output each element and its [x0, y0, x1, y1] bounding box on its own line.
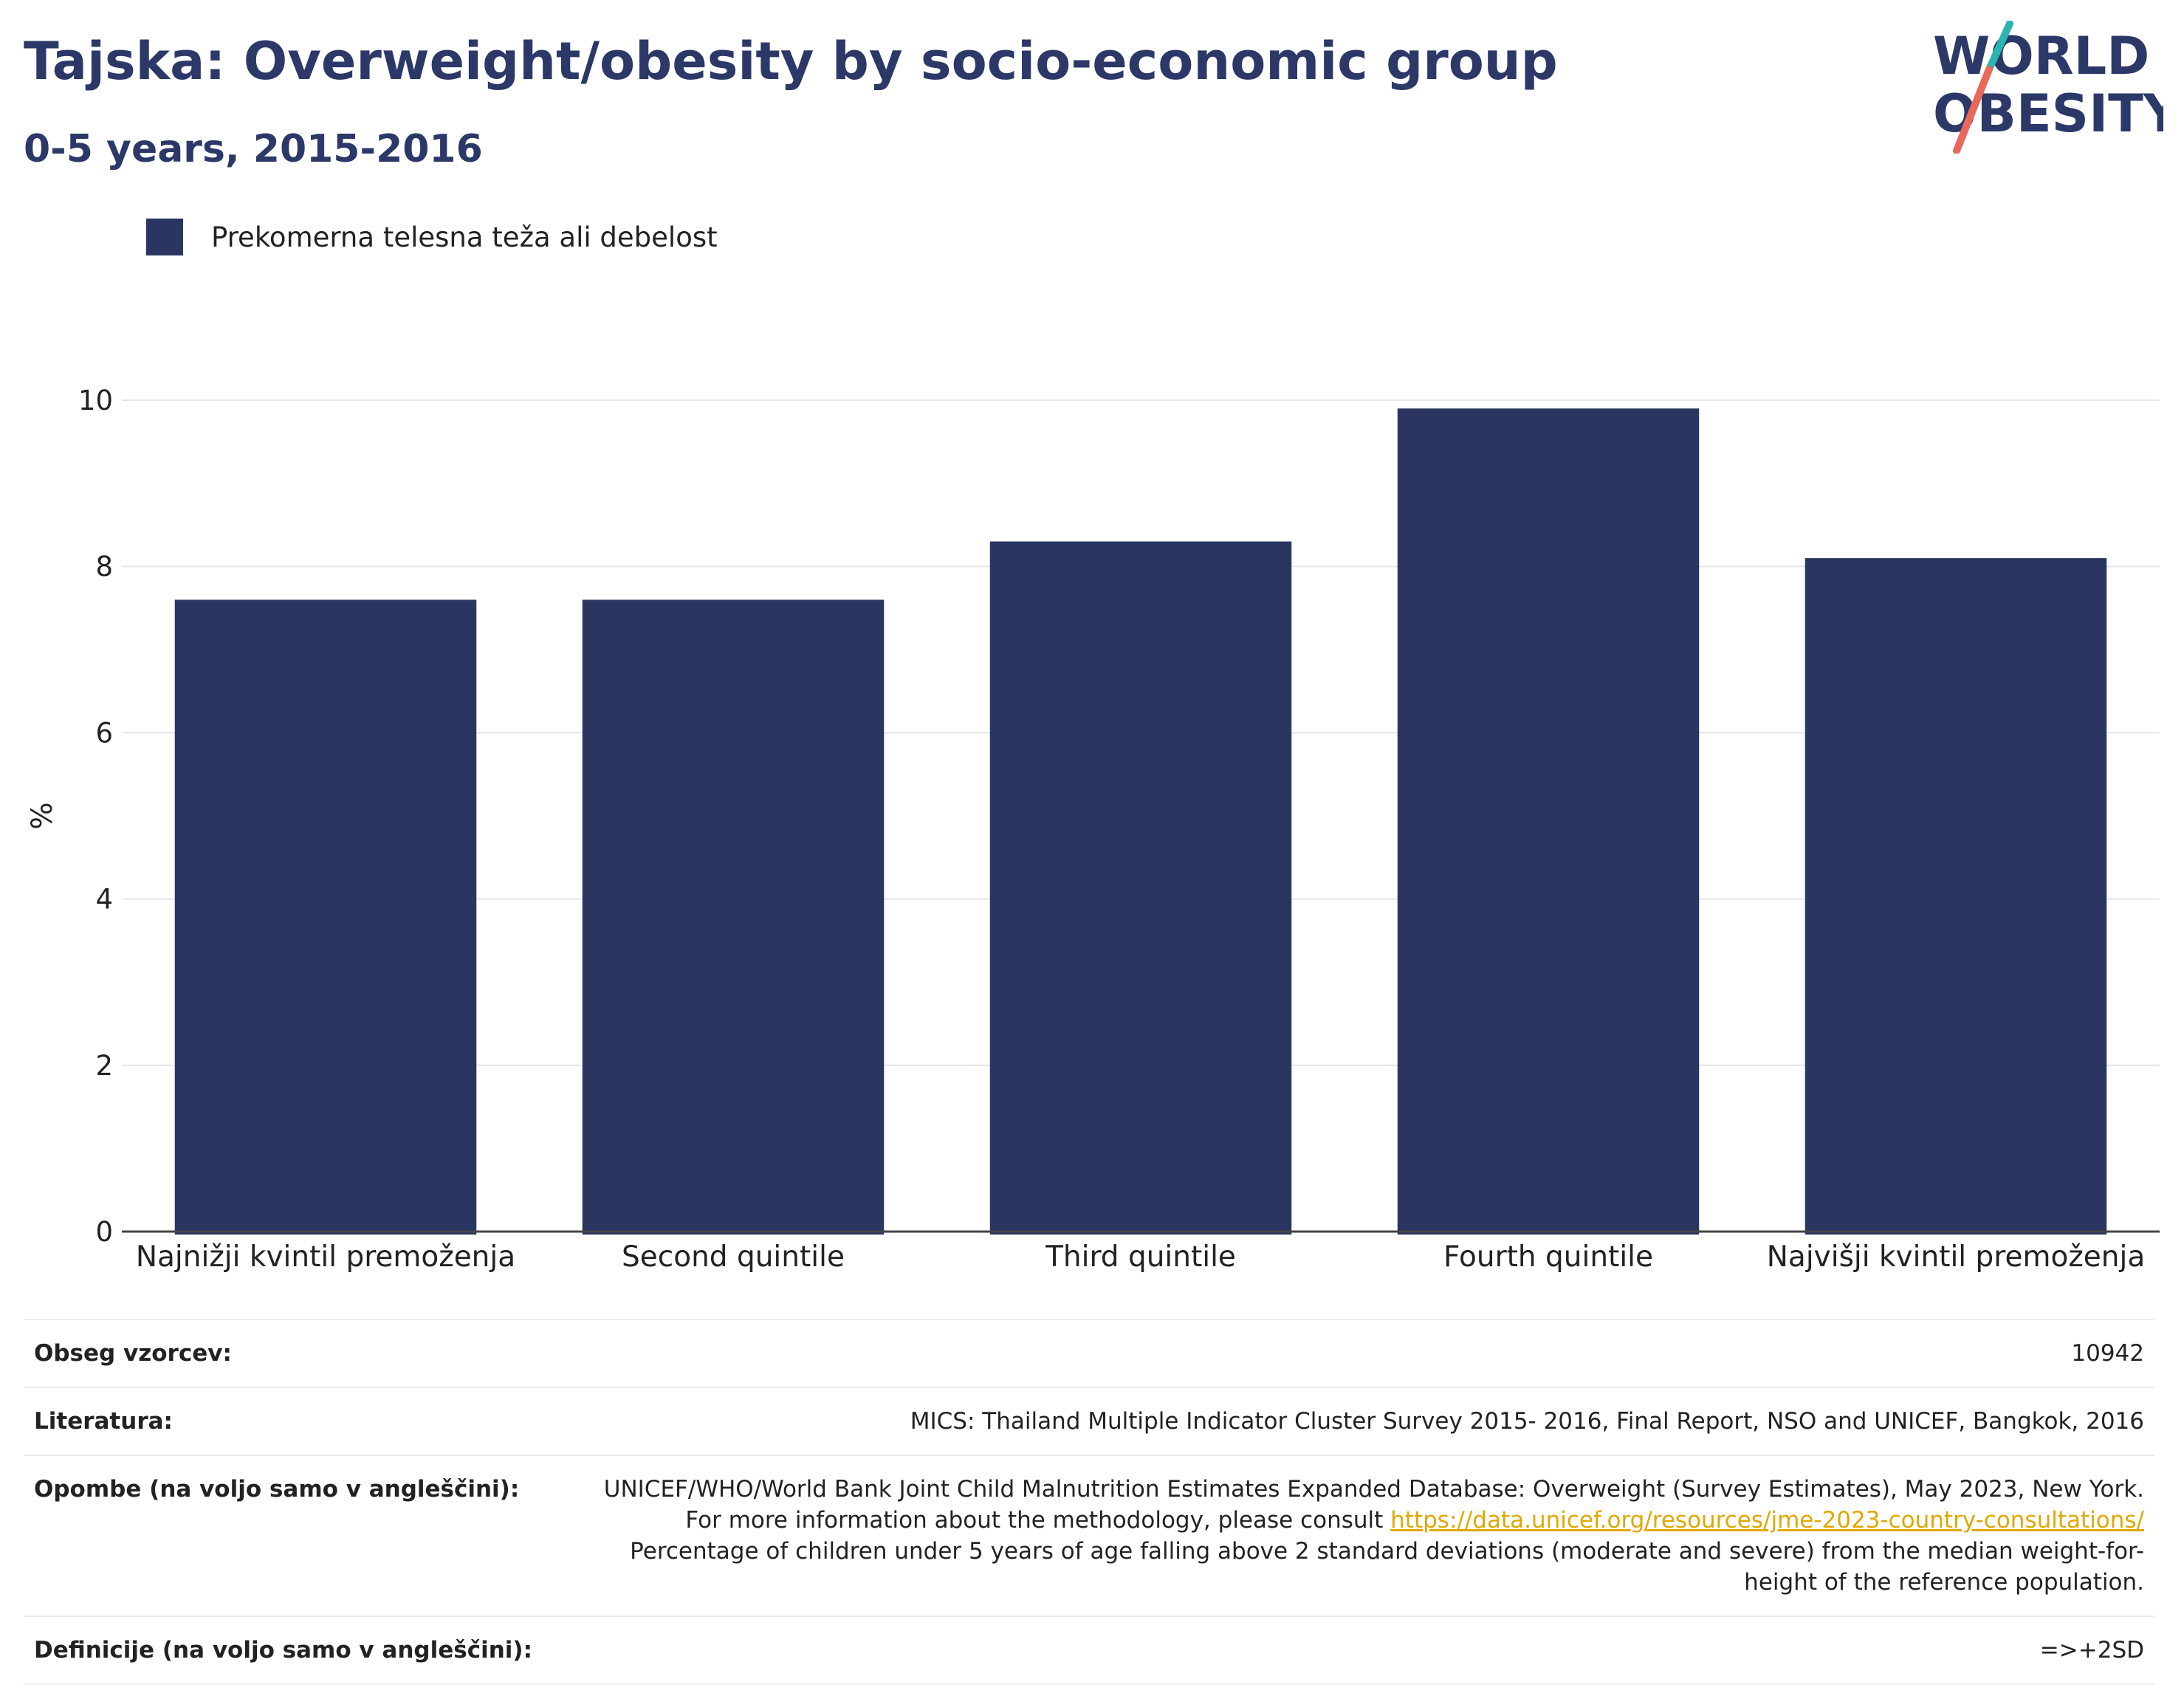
meta-value-literature: MICS: Thailand Multiple Indicator Cluste…	[910, 1408, 2144, 1435]
notes-definition-text: Percentage of children under 5 years of …	[630, 1538, 2144, 1596]
legend-swatch	[146, 219, 183, 255]
meta-label-notes: Opombe (na voljo samo v angleščini):	[34, 1476, 520, 1503]
meta-row-literature: Literatura: MICS: Thailand Multiple Indi…	[24, 1387, 2154, 1455]
chart-title: Tajska: Overweight/obesity by socio-econ…	[24, 31, 1558, 92]
logo-slash-top-icon	[1985, 21, 2013, 73]
methodology-link[interactable]: https://data.unicef.org/resources/jme-20…	[1390, 1507, 2144, 1534]
y-tick-label: 0	[95, 1216, 113, 1248]
bar-chart: 0 2 4 6 8 10% Najnižji kvintil premoženja Secon…	[26, 385, 2160, 1274]
x-tick-label: Third quintile	[1045, 1240, 1236, 1274]
meta-value-sample-size: 10942	[2071, 1340, 2144, 1367]
x-tick-label: Second quintile	[622, 1240, 845, 1274]
y-tick-label: 2	[95, 1050, 113, 1082]
y-axis-label: %	[26, 802, 59, 829]
notes-text: UNICEF/WHO/World Bank Joint Child Malnut…	[603, 1476, 2144, 1534]
world-obesity-logo: WORLD OBESITY	[1933, 21, 2163, 154]
meta-row-definitions: Definicije (na voljo samo v angleščini):…	[24, 1616, 2154, 1685]
logo-text-line1: WORLD	[1933, 26, 2149, 86]
x-tick-label: Fourth quintile	[1443, 1240, 1653, 1274]
metadata-table: Obseg vzorcev: 10942 Literatura: MICS: T…	[24, 1319, 2154, 1685]
x-tick-label: Najvišji kvintil premoženja	[1767, 1240, 2145, 1274]
bar	[989, 541, 1292, 1235]
bar	[582, 600, 885, 1235]
meta-value-definitions: =>+2SD	[2039, 1637, 2144, 1664]
meta-label-sample-size: Obseg vzorcev:	[34, 1340, 232, 1367]
meta-row-sample-size: Obseg vzorcev: 10942	[24, 1319, 2154, 1387]
y-tick-label: 10	[78, 385, 113, 416]
y-tick-label: 6	[95, 717, 113, 749]
chart-subtitle: 0-5 years, 2015-2016	[24, 127, 483, 171]
bar	[1804, 557, 2107, 1235]
meta-label-literature: Literatura:	[34, 1408, 173, 1435]
legend-label: Prekomerna telesna teža ali debelost	[211, 221, 718, 253]
bar	[174, 600, 477, 1235]
bar	[1397, 408, 1700, 1235]
meta-label-definitions: Definicije (na voljo samo v angleščini):	[34, 1637, 532, 1664]
logo-slash-bottom-icon	[1953, 66, 1993, 154]
meta-row-notes: Opombe (na voljo samo v angleščini): UNI…	[24, 1455, 2154, 1616]
y-tick-label: 8	[95, 551, 113, 583]
x-tick-label: Najnižji kvintil premoženja	[136, 1240, 515, 1274]
y-tick-label: 4	[95, 884, 113, 916]
legend: Prekomerna telesna teža ali debelost	[146, 219, 718, 255]
meta-value-notes: UNICEF/WHO/World Bank Joint Child Malnut…	[595, 1474, 2144, 1598]
